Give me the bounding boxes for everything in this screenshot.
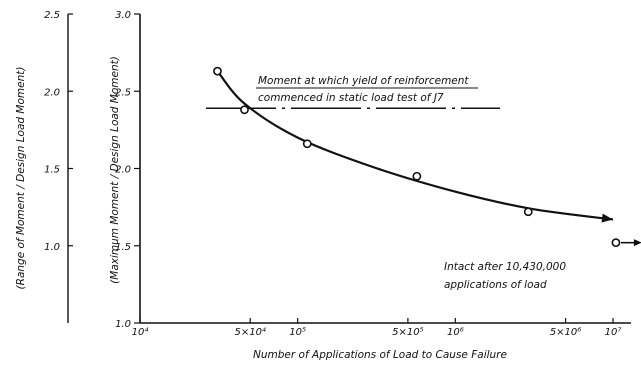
data-point-1 [240, 105, 249, 115]
x-axis-label: Number of Applications of Load to Cause … [253, 349, 507, 361]
inner-y-tick-label-3: 2.5 [115, 87, 131, 98]
data-point-4 [523, 207, 533, 217]
x-tick-label-4: 10⁶ [447, 327, 464, 338]
inner-y-tick-label-4: 3.0 [115, 10, 131, 21]
outer-y-tick-label-1: 1.5 [44, 165, 60, 176]
outer-y-tick-label-3: 2.5 [44, 10, 60, 21]
x-tick-group: 10⁴ 5×10⁴ 10⁵ 5×10⁵ 10⁶ 5×10⁶ 10⁷ [132, 318, 622, 338]
outer-y-tick-group: 1.0 1.5 2.0 2.5 [44, 10, 73, 253]
runout-annotation-line-1: Intact after 10,430,000 [444, 261, 566, 273]
yield-annotation-line-2: commenced in static load test of J7 [258, 92, 444, 104]
inner-y-tick-label-0: 1.0 [115, 319, 131, 330]
runout-arrowhead [633, 239, 641, 247]
inner-y-tick-label-1: 1.5 [115, 242, 131, 253]
x-tick-label-6: 10⁷ [605, 327, 622, 338]
x-tick-label-2: 10⁵ [289, 327, 306, 338]
outer-y-tick-label-2: 2.0 [44, 87, 60, 98]
data-point-2 [302, 139, 312, 149]
data-point-0 [213, 66, 222, 76]
inner-y-axis-label: (Maximum Moment / Design Load Moment) [109, 56, 121, 284]
inner-y-tick-group: 1.0 1.5 2.0 2.5 3.0 [115, 10, 140, 330]
data-point-3 [412, 171, 422, 181]
outer-y-tick-label-0: 1.0 [44, 242, 60, 253]
outer-y-axis-label: (Range of Moment / Design Load Moment) [15, 67, 27, 290]
runout-annotation-line-2: applications of load [444, 279, 547, 291]
yield-annotation-line-1: Moment at which yield of reinforcement [258, 75, 469, 87]
x-tick-label-0: 10⁴ [132, 326, 149, 338]
x-tick-label-1: 5×10⁴ [234, 326, 265, 338]
inner-y-tick-label-2: 2.0 [115, 165, 131, 176]
curve-arrowhead [601, 213, 613, 223]
runout-annotation: Intact after 10,430,000 applications of … [444, 261, 566, 291]
runout-point [611, 238, 621, 248]
x-tick-label-3: 5×10⁵ [392, 327, 423, 338]
yield-annotation: Moment at which yield of reinforcement c… [258, 75, 469, 104]
plot-frame [67, 14, 631, 324]
data-points [213, 66, 621, 248]
runout-arrow-group [620, 239, 641, 247]
x-tick-label-5: 5×10⁶ [550, 327, 581, 338]
